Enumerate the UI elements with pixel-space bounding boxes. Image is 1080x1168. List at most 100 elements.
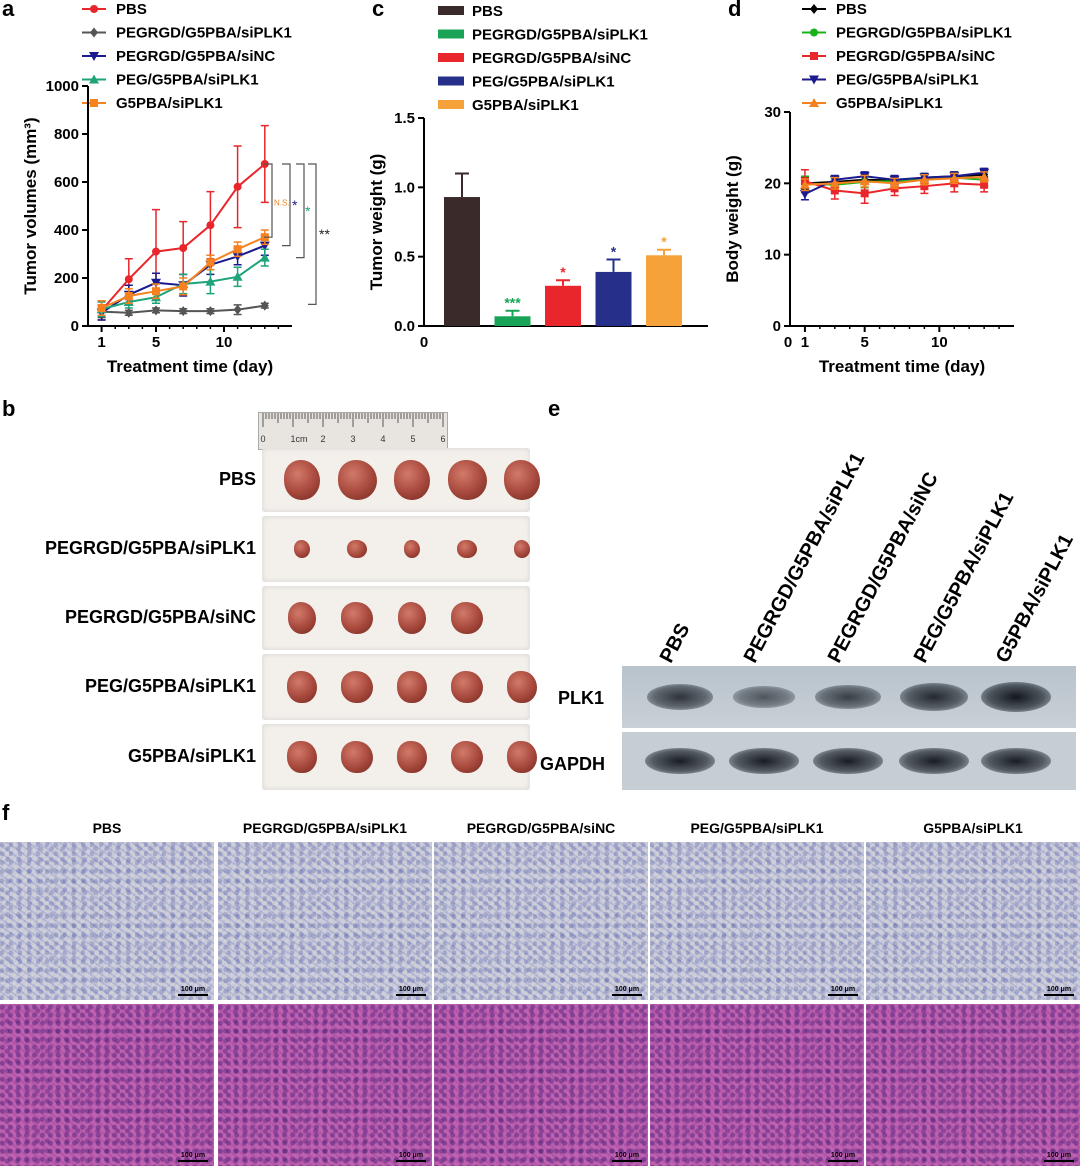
x-tick-label: 1	[801, 334, 809, 351]
data-point	[206, 258, 215, 267]
legend-label: PEGRGD/G5PBA/siPLK1	[472, 27, 648, 44]
tumor	[447, 460, 487, 500]
data-point	[124, 307, 133, 318]
y-tick-label: 800	[54, 126, 79, 143]
significance-label: *	[611, 243, 617, 259]
scale-bar: 100 μm	[612, 1152, 642, 1162]
data-point	[889, 178, 900, 188]
x-tick-label: 5	[860, 334, 868, 351]
tumor-photo	[262, 586, 530, 650]
legend-swatch	[438, 6, 464, 15]
data-point	[799, 179, 810, 189]
significance-label: *	[292, 197, 298, 213]
ihc-image: 100 μm	[218, 842, 432, 1000]
bar	[444, 197, 480, 326]
data-point	[860, 189, 869, 198]
bar	[494, 316, 531, 326]
histology-column-title: PEG/G5PBA/siPLK1	[690, 820, 824, 836]
bar	[646, 255, 682, 326]
histology-column-title: PEGRGD/G5PBA/siPLK1	[242, 820, 408, 836]
tumor	[403, 540, 421, 558]
legend-marker	[810, 52, 818, 60]
ruler-label: 6	[440, 434, 445, 444]
blot-band	[813, 748, 883, 774]
tumor	[450, 740, 484, 774]
blot-band	[900, 683, 968, 711]
blot-row-label: GAPDH	[540, 754, 606, 774]
significance-label: ***	[504, 295, 521, 311]
scale-bar-label: 100 μm	[614, 1152, 640, 1159]
ruler-label: 0	[260, 434, 265, 444]
significance-bracket	[282, 163, 291, 247]
legend-marker	[810, 28, 818, 37]
legend-label: PEG/G5PBA/siPLK1	[836, 72, 979, 89]
tumor	[287, 602, 317, 634]
x-axis-label: Treatment time (day)	[819, 357, 985, 376]
legend-label: PEG/G5PBA/siPLK1	[472, 74, 615, 91]
series-g5pba-siplk1	[97, 229, 269, 316]
tumor	[507, 740, 537, 774]
legend-marker	[90, 27, 98, 38]
data-point	[830, 186, 839, 195]
blot-band	[815, 684, 881, 710]
legend-marker	[89, 52, 99, 61]
data-point	[799, 190, 810, 200]
blot-strip	[622, 666, 1076, 728]
scale-bar-label: 100 μm	[398, 986, 424, 993]
tumor	[513, 540, 531, 558]
data-point	[124, 275, 133, 284]
ruler-label: 4	[380, 434, 385, 444]
scale-bar-label: 100 μm	[180, 986, 206, 993]
y-tick-label: 20	[764, 175, 781, 192]
panel-letter-a: a	[2, 0, 15, 21]
tumor-weight-chart: PBS PEGRGD/G5PBA/siPLK1 PEGRGD/G5PBA/siNC P…	[367, 3, 708, 351]
tumor-row-label: PEGRGD/G5PBA/siPLK1	[44, 538, 256, 558]
tumor	[397, 670, 427, 704]
legend-swatch	[438, 100, 464, 109]
error-bar	[657, 248, 671, 256]
legend-label: PBS	[116, 1, 147, 18]
tumor-photo	[262, 724, 537, 790]
error-bar	[455, 172, 469, 198]
scale-bar: 100 μm	[396, 986, 426, 996]
he-image: 100 μm	[866, 1004, 1080, 1166]
legend-swatch	[438, 53, 464, 62]
tumor	[340, 740, 374, 774]
panel-letter-e: e	[548, 396, 561, 421]
panel-letter-b: b	[2, 396, 16, 421]
blot-band	[645, 748, 715, 774]
tumor-row-label: G5PBA/siPLK1	[127, 746, 256, 766]
scale-bar: 100 μm	[1044, 1152, 1074, 1162]
y-tick-label: 30	[764, 104, 781, 121]
tumor-row-label: PEG/G5PBA/siPLK1	[84, 676, 256, 696]
y-tick-label: 10	[764, 247, 781, 264]
panel-letter-d: d	[728, 0, 742, 21]
y-tick-label: 0.0	[394, 318, 415, 335]
blot-band	[981, 748, 1051, 774]
tumor-volume-chart: PBS PEGRGD/G5PBA/siPLK1 PEGRGD/G5PBA/siNC P…	[21, 1, 330, 376]
tumor	[293, 540, 311, 558]
histology-column-title: G5PBA/siPLK1	[923, 820, 1023, 836]
legend-label: G5PBA/siPLK1	[472, 97, 579, 114]
data-point	[979, 171, 990, 181]
data-point	[232, 271, 243, 281]
ruler: 0 1cm 2 3 4 5 6	[258, 412, 448, 450]
x-tick-label: 10	[216, 334, 233, 351]
blot-lane-label: G5PBA/siPLK1	[991, 530, 1078, 667]
legend-marker	[809, 98, 819, 107]
tumor-photo	[262, 654, 537, 720]
bar	[595, 271, 632, 326]
ihc-image: 100 μm	[866, 842, 1080, 1000]
significance-label: *	[560, 264, 566, 280]
he-image: 100 μm	[218, 1004, 432, 1166]
legend-label: PEGRGD/G5PBA/siNC	[472, 50, 631, 67]
error-bar	[606, 258, 621, 272]
y-tick-label: 0	[71, 318, 79, 335]
tumor	[451, 602, 483, 634]
y-axis-label: Tumor volumes (mm³)	[21, 117, 40, 294]
y-tick-label: 1.0	[394, 179, 415, 196]
legend-label: PEGRGD/G5PBA/siNC	[836, 48, 995, 65]
y-tick-label: 1.5	[394, 110, 415, 127]
significance-label: N.S.	[274, 199, 290, 208]
blot-strip	[622, 732, 1076, 790]
